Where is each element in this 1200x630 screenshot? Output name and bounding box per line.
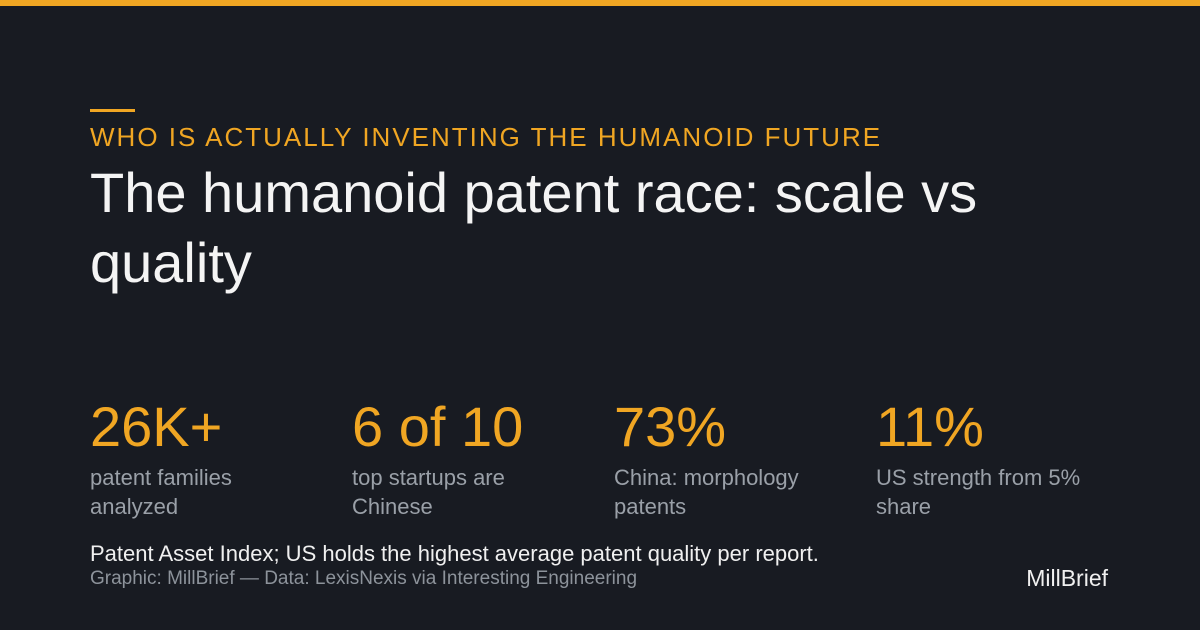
credit: Graphic: MillBrief — Data: LexisNexis vi… (90, 568, 637, 590)
stat-label: patent families analyzed (90, 463, 295, 521)
stat: 26K+ patent families analyzed (90, 395, 352, 521)
stat-value: 26K+ (90, 395, 352, 459)
stat-value: 6 of 10 (352, 395, 614, 459)
stats: 26K+ patent families analyzed 6 of 10 to… (90, 395, 1138, 521)
stat-label: US strength from 5% share (876, 463, 1081, 521)
brand: MillBrief (1026, 565, 1108, 592)
stat: 6 of 10 top startups are Chinese (352, 395, 614, 521)
stat: 73% China: morphology patents (614, 395, 876, 521)
stat: 11% US strength from 5% share (876, 395, 1138, 521)
stat-value: 73% (614, 395, 876, 459)
top-bar (0, 0, 1200, 6)
stat-value: 11% (876, 395, 1138, 459)
accent-line (90, 109, 135, 112)
eyebrow: WHO IS ACTUALLY INVENTING THE HUMANOID F… (90, 122, 882, 153)
title: The humanoid patent race: scale vs quali… (90, 158, 1120, 298)
stat-label: China: morphology patents (614, 463, 819, 521)
stat-label: top startups are Chinese (352, 463, 557, 521)
note: Patent Asset Index; US holds the highest… (90, 541, 819, 567)
